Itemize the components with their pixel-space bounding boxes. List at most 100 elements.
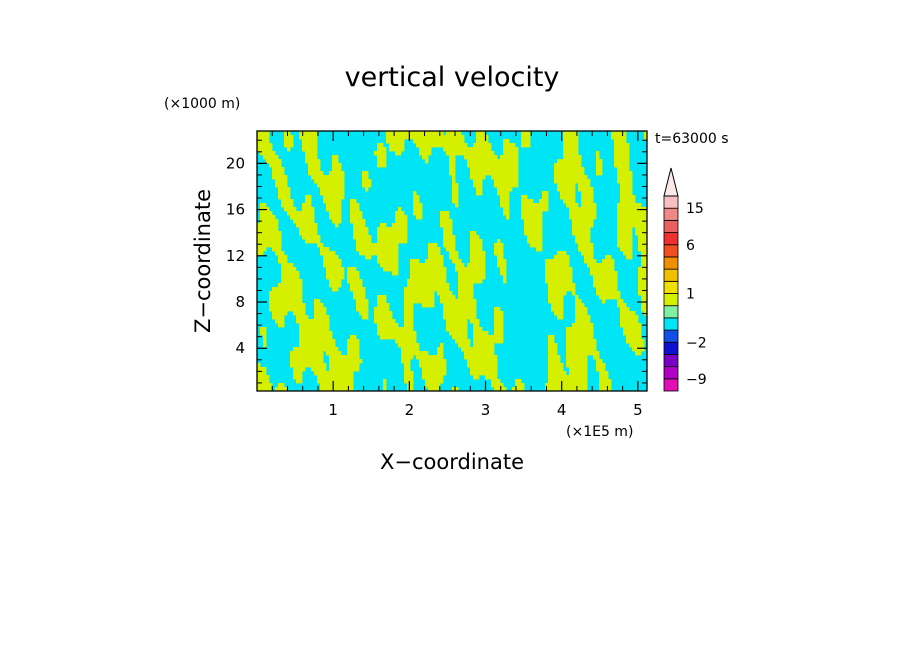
field-cell: [524, 223, 543, 228]
chart-title: vertical velocity: [345, 62, 560, 93]
field-cell: [257, 223, 279, 228]
field-cell: [377, 231, 408, 236]
field-cell: [599, 371, 609, 376]
field-cell: [548, 283, 576, 288]
field-cell: [443, 147, 492, 152]
field-cell: [269, 303, 306, 308]
field-cell: [521, 195, 528, 200]
x-tick-labels: 1 2 3 4 5: [328, 401, 642, 419]
field-cell: [269, 299, 303, 304]
field-cell: [617, 179, 633, 184]
field-cell: [548, 339, 555, 344]
field-cell: [599, 375, 609, 380]
field-cell: [644, 131, 647, 136]
field-cell: [641, 295, 647, 300]
field-cell: [455, 263, 465, 268]
field-cell: [539, 199, 549, 204]
field-cell: [638, 287, 647, 292]
field-cell: [407, 383, 414, 388]
field-cell: [551, 307, 564, 312]
field-cell: [302, 147, 318, 152]
field-cell: [593, 275, 618, 280]
field-cell: [617, 219, 647, 224]
field-cell: [443, 231, 453, 236]
field-cell: [476, 187, 483, 192]
field-cell: [362, 315, 369, 320]
field-cell: [452, 335, 468, 340]
plot-frame: [256, 130, 648, 392]
field-cell: [467, 263, 486, 268]
field-cell: [326, 267, 345, 272]
field-cell: [257, 363, 261, 368]
field-cell: [362, 175, 369, 180]
field-cell: [548, 351, 558, 356]
field-cell: [575, 319, 591, 324]
field-cell: [287, 147, 291, 152]
field-cell: [377, 327, 414, 332]
field-cell: [617, 227, 633, 232]
field-cell: [554, 179, 591, 184]
field-cell: [623, 331, 642, 336]
field-cell: [437, 351, 444, 356]
field-cell: [428, 255, 444, 260]
field-cell: [548, 347, 558, 352]
field-cell: [407, 387, 414, 391]
field-cell: [572, 219, 594, 224]
field-cell: [350, 287, 366, 292]
field-cell: [476, 135, 489, 140]
field-cell: [260, 331, 267, 336]
colorbar-segment: [663, 232, 679, 246]
field-cell: [299, 327, 330, 332]
field-cell: [548, 363, 564, 368]
colorbar-tick-label: −2: [686, 335, 707, 351]
field-cell: [377, 303, 390, 308]
colorbar-extend-arrow: [663, 167, 679, 197]
field-cell: [332, 163, 342, 168]
field-cell: [332, 159, 339, 164]
field-cell: [593, 283, 618, 288]
field-cell: [449, 251, 459, 256]
field-cell: [566, 327, 594, 332]
field-cell: [569, 367, 588, 372]
field-cell: [404, 367, 411, 372]
field-cell: [413, 203, 423, 208]
field-cell: [638, 291, 647, 296]
field-cell: [377, 299, 387, 304]
field-cell: [548, 359, 561, 364]
field-cell: [548, 371, 567, 376]
field-cell: [332, 167, 342, 172]
field-cell: [305, 159, 321, 164]
field-cell: [494, 319, 504, 324]
field-cell: [377, 295, 387, 300]
x-tick-label: 3: [481, 401, 491, 419]
field-cell: [581, 251, 594, 256]
field-cell: [587, 263, 615, 268]
field-cell: [284, 143, 294, 148]
x-unit-label: (×1E5 m): [566, 424, 633, 440]
field-cell: [260, 327, 267, 332]
field-cell: [302, 143, 318, 148]
field-cell: [641, 251, 647, 256]
field-cell: [506, 215, 510, 220]
field-cell: [494, 179, 519, 184]
field-cell: [581, 199, 594, 204]
colorbar: 15 6 1 −2 −9: [663, 167, 707, 392]
field-cell: [257, 235, 282, 240]
field-cell: [470, 251, 486, 256]
field-cell: [626, 255, 633, 260]
field-cell: [404, 295, 435, 300]
y-tick-label: 16: [226, 201, 245, 219]
colorbar-segment: [663, 354, 679, 368]
field-cell: [599, 383, 612, 388]
field-cell: [503, 151, 519, 156]
field-cell: [257, 143, 273, 148]
field-cell: [641, 303, 647, 308]
field-cell: [494, 331, 504, 336]
field-cell: [458, 295, 474, 300]
field-cell: [365, 255, 372, 260]
field-cell: [395, 219, 408, 224]
field-cell: [272, 311, 288, 316]
field-cell: [554, 163, 582, 168]
field-cell: [578, 187, 594, 192]
field-cell: [569, 215, 597, 220]
